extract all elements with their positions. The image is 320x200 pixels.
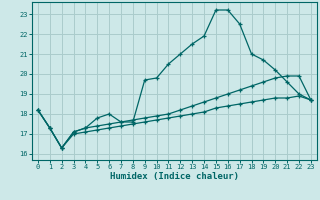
X-axis label: Humidex (Indice chaleur): Humidex (Indice chaleur) [110, 172, 239, 181]
